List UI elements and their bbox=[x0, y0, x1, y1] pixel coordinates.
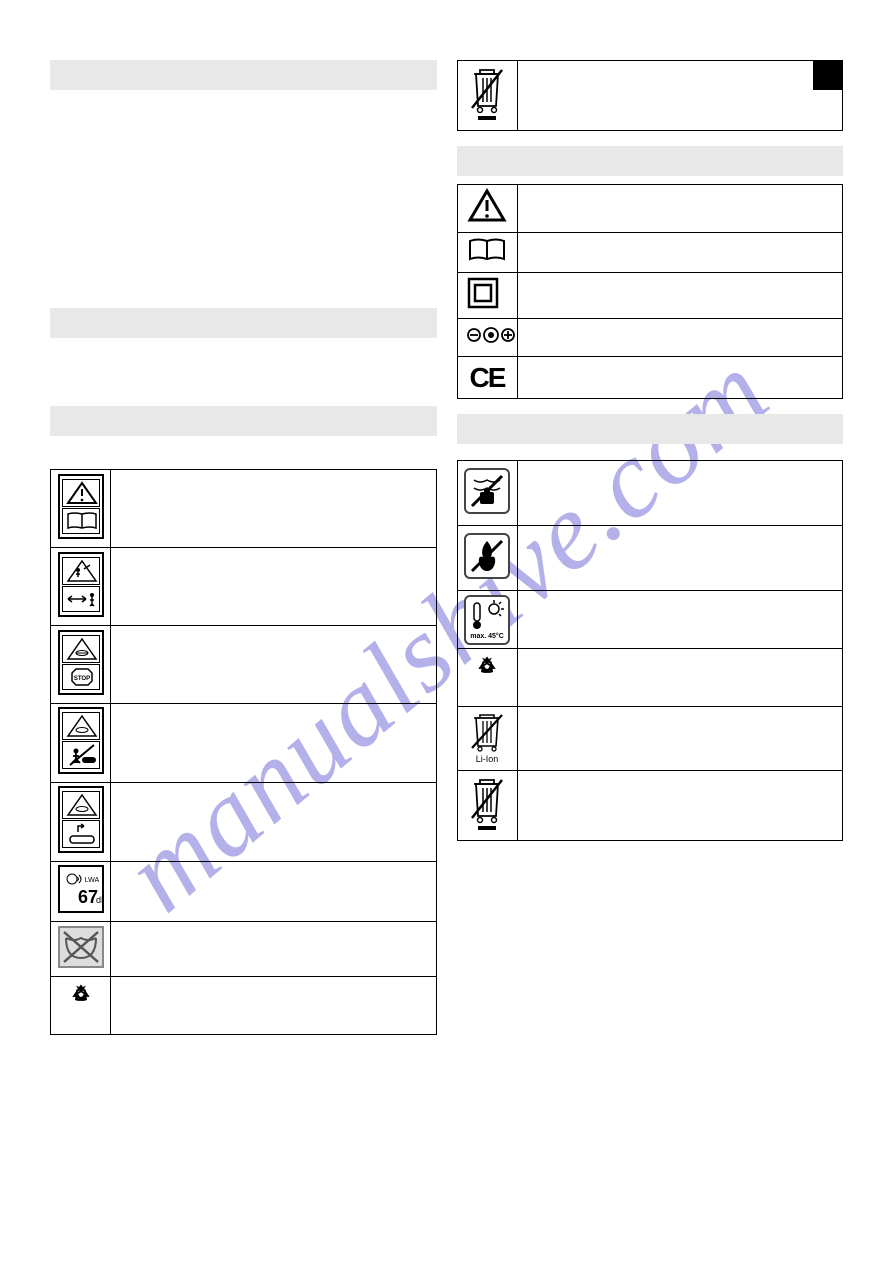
section-header-2 bbox=[50, 308, 437, 338]
do-not-ride-icon bbox=[58, 707, 104, 774]
recycle-battery-icon bbox=[464, 652, 510, 698]
weee-bin-2-icon bbox=[466, 774, 508, 832]
svg-text:STOP: STOP bbox=[73, 676, 89, 682]
read-manual-icon bbox=[466, 236, 508, 264]
section-header-1 bbox=[50, 60, 437, 90]
charger-section-header bbox=[457, 146, 844, 176]
charger-symbols-table: CE bbox=[457, 184, 844, 399]
stop-blade-icon: STOP bbox=[58, 630, 104, 695]
remove-key-icon bbox=[58, 786, 104, 853]
left-column: STOP bbox=[50, 60, 437, 1035]
double-insulation-icon bbox=[466, 276, 508, 310]
svg-text:dB: dB bbox=[96, 895, 102, 905]
no-water-icon bbox=[464, 468, 510, 514]
polarity-icon bbox=[466, 324, 508, 346]
ce-mark-icon: CE bbox=[466, 362, 508, 394]
sound-level-icon: LWA 67 dB bbox=[58, 865, 104, 913]
device-symbols-table: STOP bbox=[50, 469, 437, 1035]
recycle-icon bbox=[58, 980, 104, 1026]
right-column: CE bbox=[457, 60, 844, 1035]
warning-read-manual-icon bbox=[58, 474, 104, 539]
battery-symbols-table: max. 45°C Li-Ion bbox=[457, 460, 844, 841]
no-fire-icon bbox=[464, 533, 510, 579]
bystander-distance-icon bbox=[58, 552, 104, 617]
weee-table bbox=[457, 60, 844, 131]
battery-section-header bbox=[457, 414, 844, 444]
li-ion-bin-icon: Li-Ion bbox=[466, 710, 508, 764]
svg-text:LWA: LWA bbox=[84, 877, 99, 884]
max-temp-icon: max. 45°C bbox=[464, 595, 510, 645]
weee-bin-icon bbox=[466, 64, 508, 122]
section-header-3 bbox=[50, 406, 437, 436]
do-not-wash-icon bbox=[58, 926, 104, 968]
warning-attention-icon bbox=[466, 188, 508, 224]
